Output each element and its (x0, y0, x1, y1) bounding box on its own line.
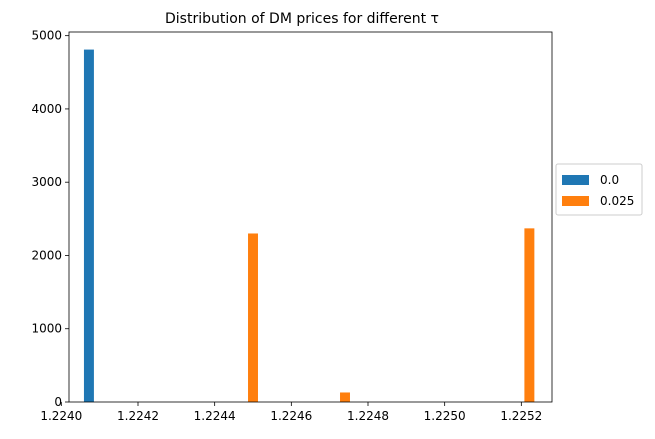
plot-frame (68, 31, 553, 403)
bar-series-0-0 (83, 49, 94, 402)
legend-label-series-1: 0.025 (600, 194, 634, 208)
legend-label-series-0: 0.0 (600, 173, 619, 187)
y-tick-label-1: 1000 (31, 322, 62, 336)
bars-layer (83, 49, 535, 402)
x-tick-label-3: 1.2246 (270, 409, 312, 423)
x-tick-label-5: 1.2250 (424, 409, 466, 423)
x-axis: 1.2240 1.2242 1.2244 1.2246 1.2248 1.2250 1.22… (40, 402, 542, 423)
y-tick-label-4: 4000 (31, 102, 62, 116)
x-tick-label-1: 1.2242 (117, 409, 159, 423)
y-tick-label-5: 5000 (31, 29, 62, 43)
x-tick-label-2: 1.2244 (194, 409, 236, 423)
y-tick-label-0: 0 (54, 395, 62, 409)
x-tick-label-4: 1.2248 (347, 409, 389, 423)
legend-swatch-series-1 (562, 196, 589, 206)
bar-series-1-1 (340, 392, 350, 402)
y-tick-label-2: 2000 (31, 248, 62, 262)
x-tick-label-6: 1.2252 (500, 409, 542, 423)
x-tick-label-0: 1.2240 (40, 409, 82, 423)
y-tick-label-3: 3000 (31, 175, 62, 189)
bar-series-1-2 (524, 228, 535, 402)
legend-swatch-series-0 (562, 175, 589, 185)
legend: 0.0 0.025 (555, 163, 643, 216)
chart-title: Distribution of DM prices for different … (165, 11, 439, 27)
bar-series-1-0 (248, 233, 258, 402)
y-axis: 0 1000 2000 3000 4000 5000 (31, 29, 69, 409)
